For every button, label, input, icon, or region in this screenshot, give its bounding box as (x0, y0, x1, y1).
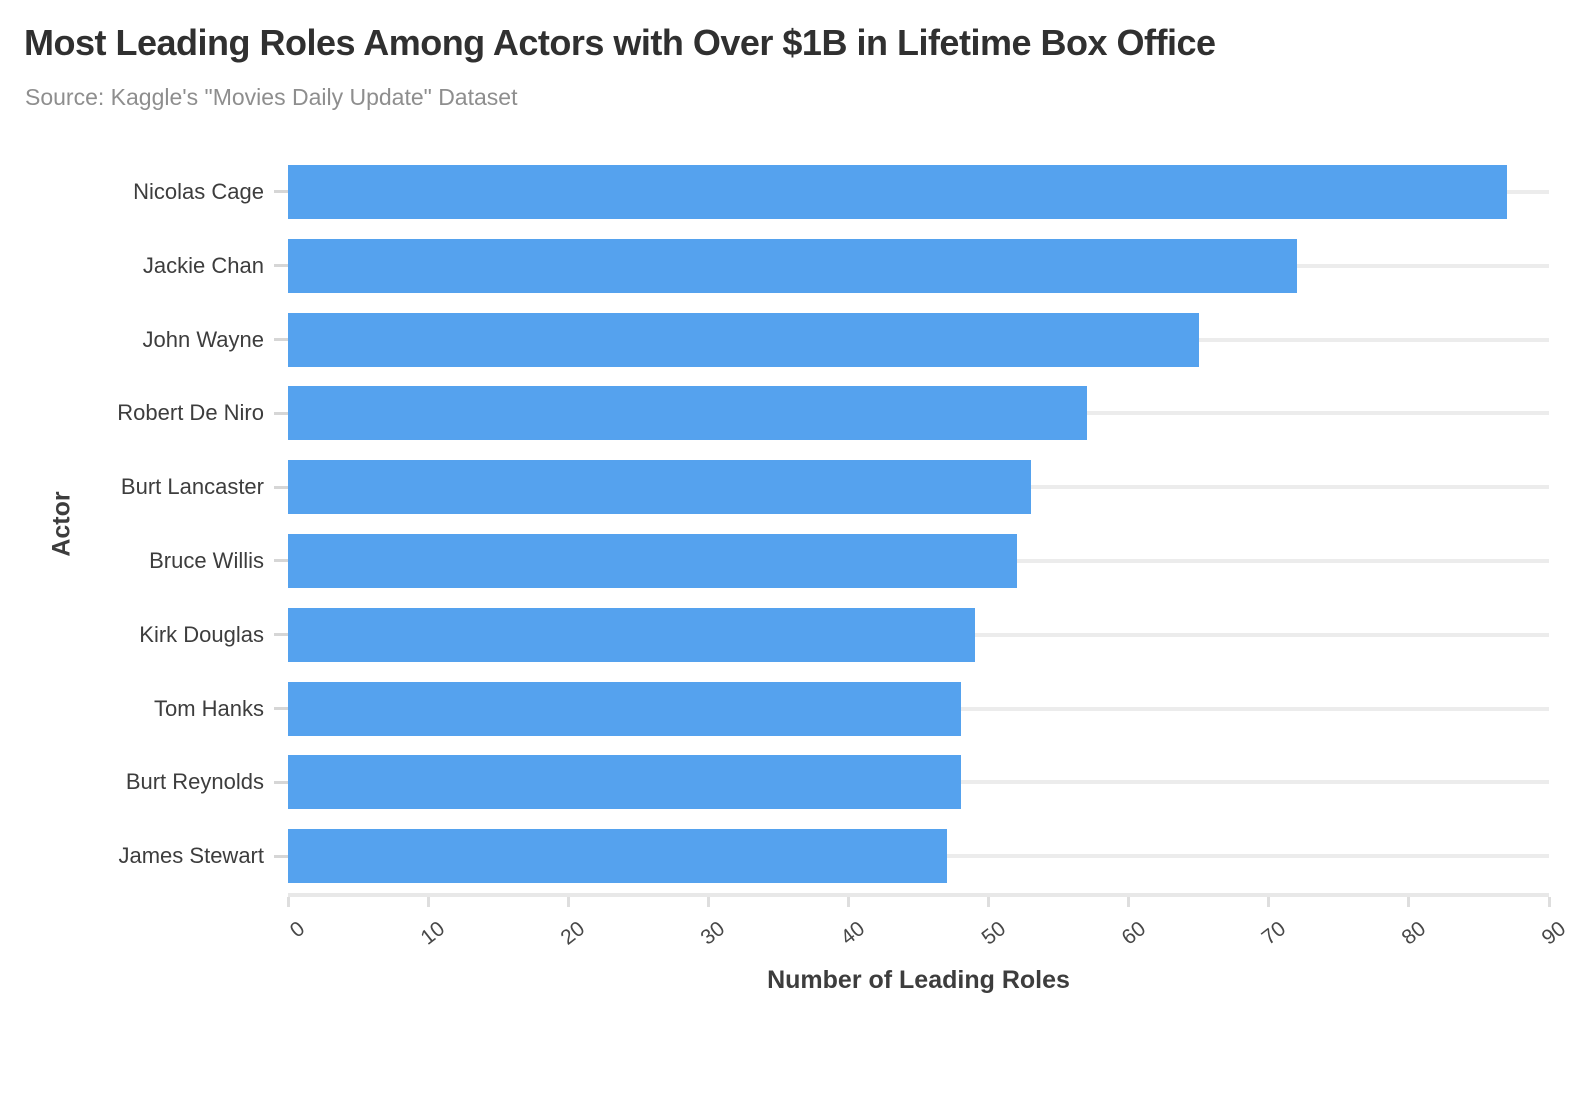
x-tick-label: 40 (837, 917, 870, 950)
y-tick-mark (274, 854, 288, 858)
bar-jackie-chan (288, 238, 1297, 293)
x-tick-label: 70 (1257, 917, 1290, 950)
x-tick-label: 20 (556, 917, 590, 950)
y-tick-mark (274, 780, 288, 784)
chart-subtitle: Source: Kaggle's "Movies Daily Update" D… (25, 84, 518, 110)
x-tick-mark (1547, 897, 1551, 907)
y-tick-mark (274, 707, 288, 710)
y-tick-label: Burt Lancaster (120, 474, 264, 500)
y-tick-label: Tom Hanks (153, 695, 264, 721)
x-tick-mark (987, 897, 991, 907)
x-tick-label: 50 (977, 917, 1010, 950)
x-axis-line (288, 893, 1549, 897)
x-tick-mark (1267, 897, 1271, 907)
x-tick-label: 30 (696, 917, 730, 950)
bar-tom-hanks (288, 681, 961, 736)
x-tick-mark (1127, 897, 1131, 907)
x-tick-mark (846, 897, 850, 907)
y-tick-label: Jackie Chan (142, 252, 264, 278)
bar-robert-de-niro (288, 386, 1087, 441)
x-tick-mark (426, 897, 430, 907)
x-tick-label: 10 (416, 917, 450, 950)
y-tick-label: James Stewart (118, 843, 265, 869)
x-tick-label: 80 (1397, 917, 1431, 950)
x-axis-title: Number of Leading Roles (767, 966, 1070, 994)
y-tick-label: Robert De Niro (117, 400, 264, 426)
y-tick-mark (274, 338, 288, 341)
bar-burt-lancaster (288, 460, 1031, 515)
y-tick-label: Kirk Douglas (139, 621, 264, 647)
y-tick-mark (274, 633, 288, 637)
y-tick-mark (274, 264, 288, 268)
y-tick-label: Nicolas Cage (133, 178, 264, 204)
y-tick-mark (274, 559, 288, 563)
bar-nicolas-cage (288, 164, 1507, 219)
y-tick-label: Bruce Willis (149, 547, 264, 573)
x-tick-label: 60 (1117, 917, 1150, 950)
y-tick-mark (274, 190, 288, 194)
y-tick-mark (274, 411, 288, 415)
plot-area: Nicolas Cage Jackie Chan John Wayne Robert … (117, 155, 1570, 950)
x-tick-mark (566, 897, 570, 907)
bar-kirk-douglas (288, 607, 975, 662)
chart-title: Most Leading Roles Among Actors with Ove… (24, 22, 1216, 63)
x-tick-mark (1407, 897, 1411, 907)
y-tick-label: Burt Reynolds (125, 769, 264, 795)
x-tick-mark (286, 897, 290, 907)
bar-james-stewart (288, 829, 947, 884)
x-tick-label: 90 (1537, 917, 1571, 950)
bar-john-wayne (288, 312, 1199, 367)
y-tick-label: John Wayne (142, 326, 264, 352)
x-tick-label: 0 (285, 917, 310, 943)
y-tick-mark (274, 485, 288, 489)
bar-bruce-willis (288, 533, 1017, 588)
x-tick-mark (706, 897, 710, 907)
bar-burt-reynolds (288, 755, 961, 810)
